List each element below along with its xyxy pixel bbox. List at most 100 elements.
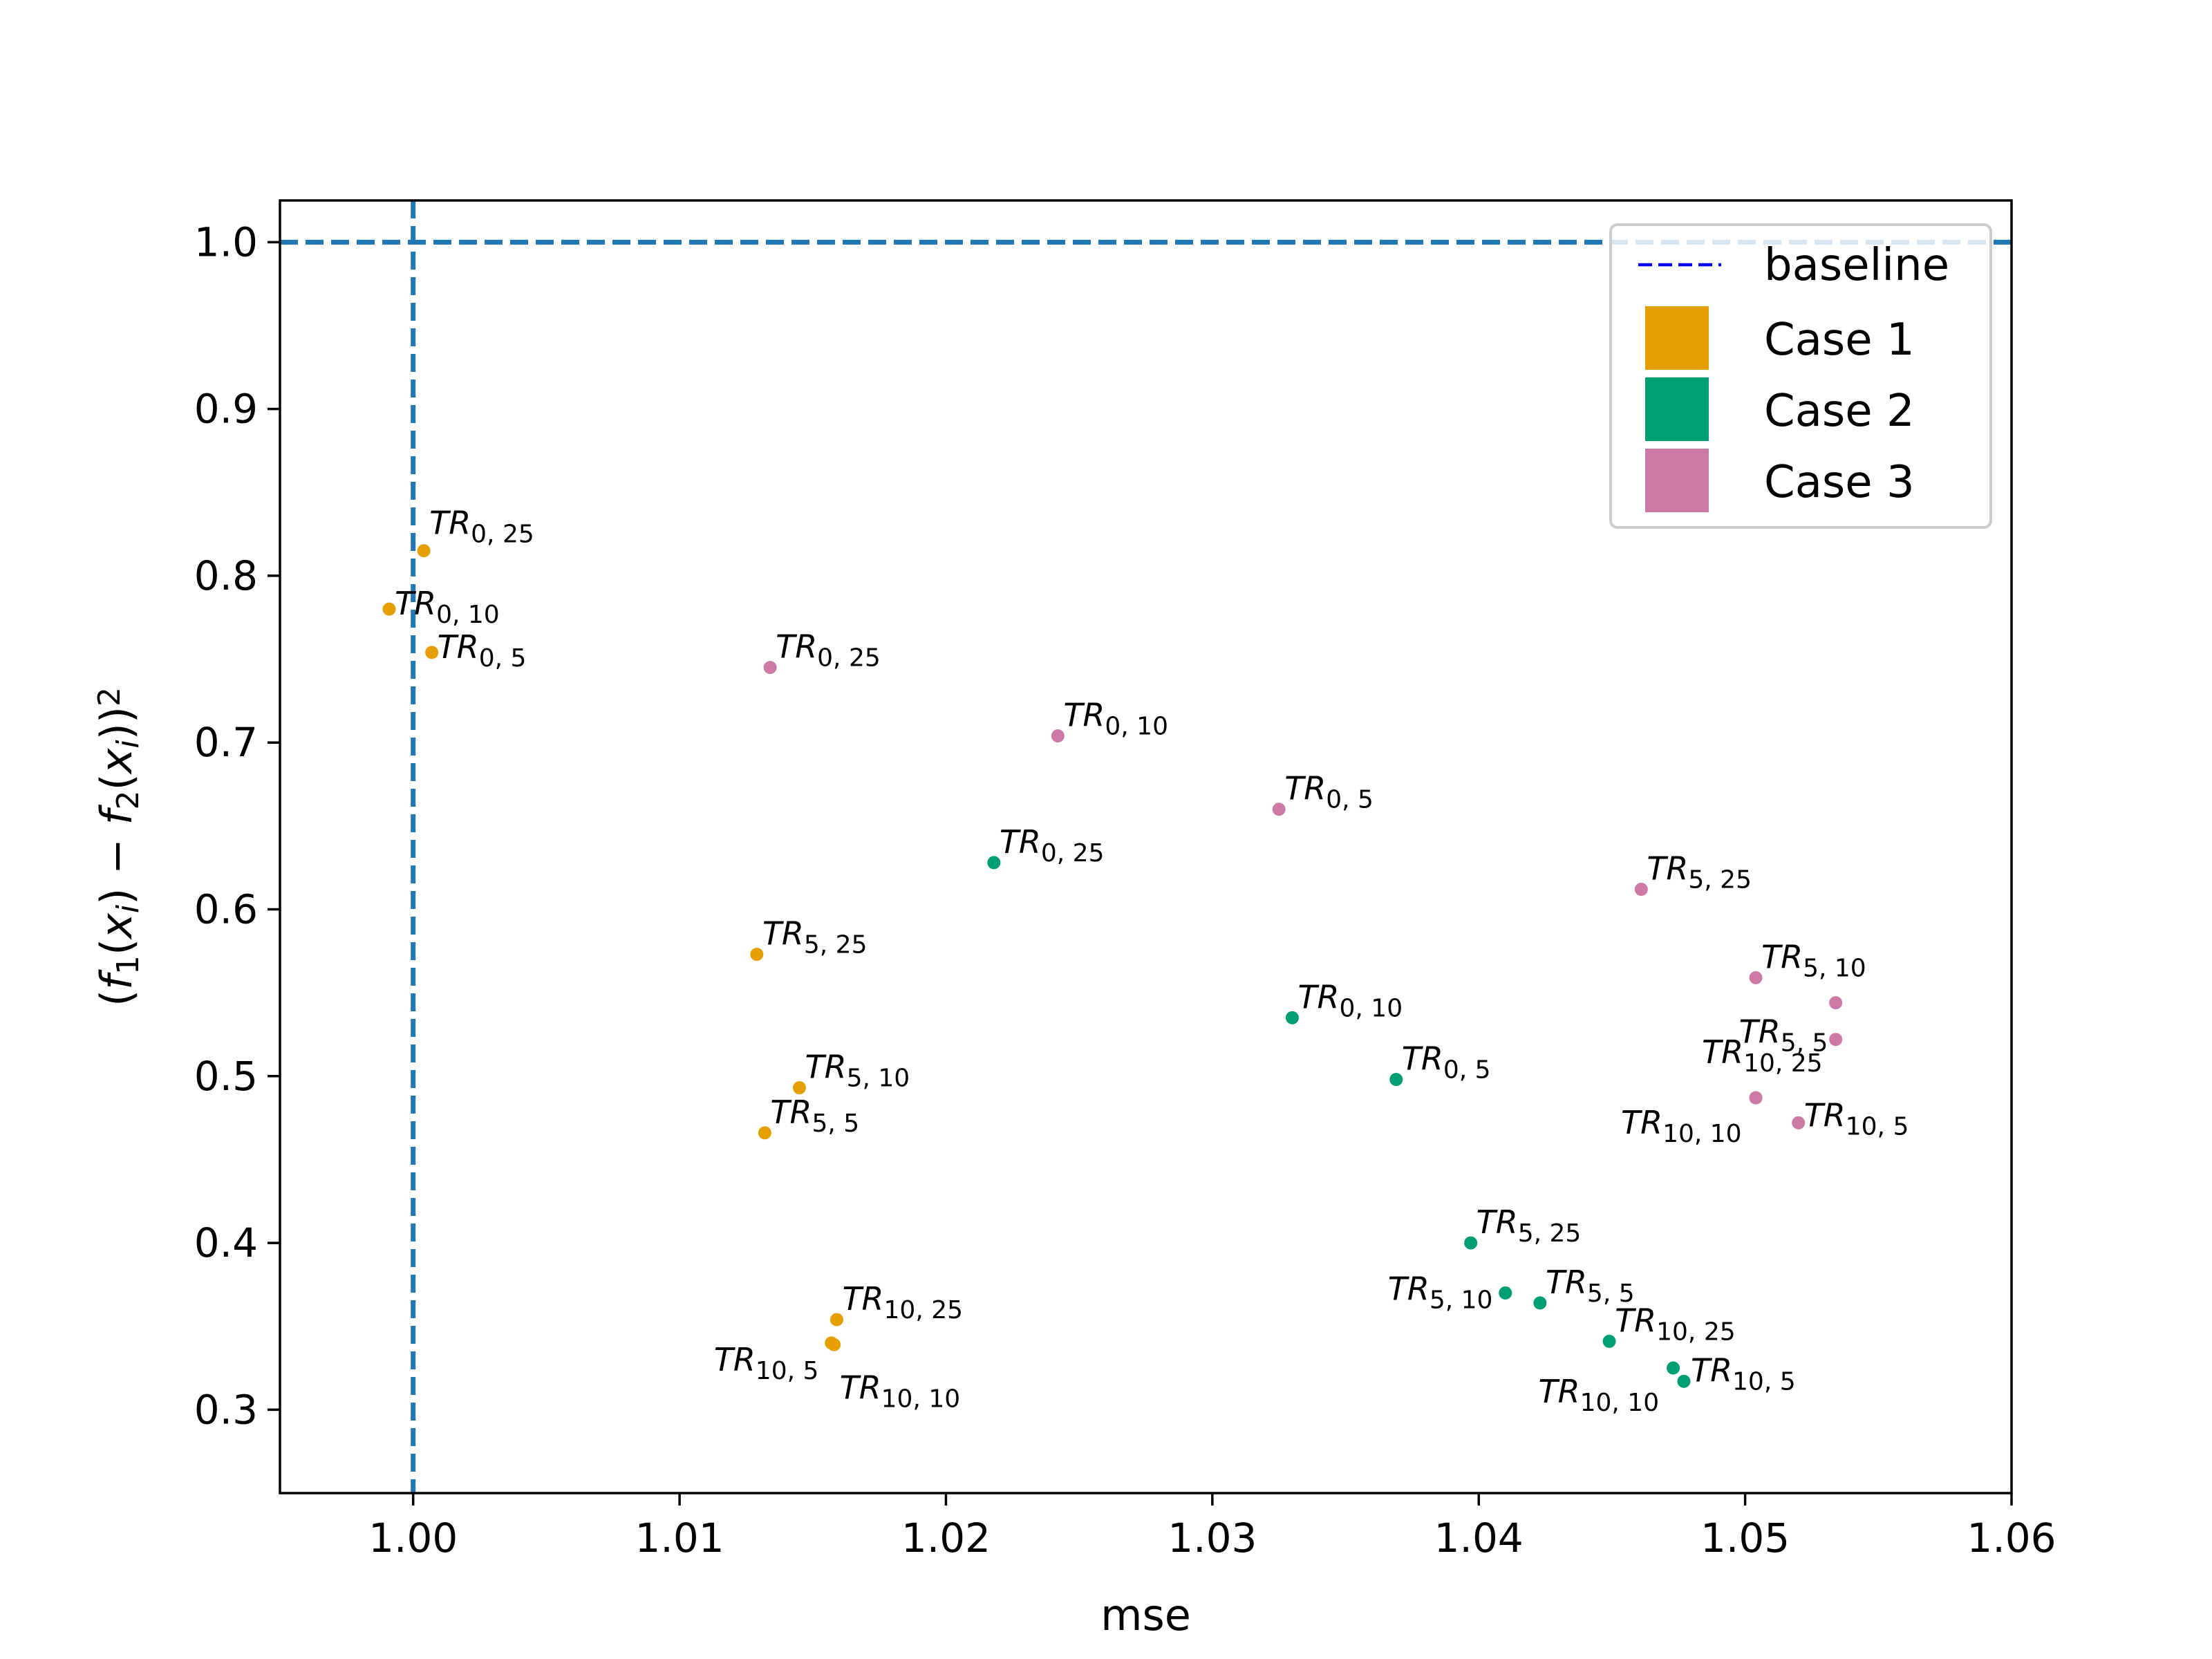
x-tick-label: 1.05 xyxy=(1700,1515,1790,1562)
y-axis-title-part: i xyxy=(111,740,146,749)
legend-label-case2: Case 2 xyxy=(1764,386,1915,437)
point-label: TR0, 5 xyxy=(1402,1040,1491,1085)
x-tick-label: 1.06 xyxy=(1967,1515,2056,1562)
point-label-subscript: 10, 25 xyxy=(1656,1318,1736,1346)
y-axis-title-part: )) xyxy=(91,706,142,740)
point-label: TR10, 10 xyxy=(840,1369,961,1413)
point-case1-6 xyxy=(758,1126,771,1140)
point-label-main: TR xyxy=(1000,823,1041,861)
y-tick-label: 1.0 xyxy=(194,218,258,265)
point-label-main: TR xyxy=(1284,770,1326,807)
point-case3-3 xyxy=(1272,803,1286,816)
point-label: TR0, 5 xyxy=(1284,770,1374,814)
point-label-main: TR xyxy=(805,1049,847,1086)
point-label-subscript: 5, 5 xyxy=(812,1109,859,1138)
point-label-subscript: 0, 10 xyxy=(1340,994,1403,1022)
point-label-main: TR xyxy=(395,585,436,622)
point-label-main: TR xyxy=(1761,938,1803,975)
point-label-subscript: 0, 10 xyxy=(436,601,500,629)
point-label: TR10, 25 xyxy=(1702,1033,1823,1078)
point-label-main: TR xyxy=(714,1341,756,1378)
point-label: TR0, 25 xyxy=(1000,823,1105,868)
point-label-main: TR xyxy=(1621,1104,1662,1141)
point-label: TR5, 5 xyxy=(1546,1264,1635,1308)
point-case3-7 xyxy=(1829,1033,1843,1047)
point-label-main: TR xyxy=(842,1280,883,1318)
point-label-main: TR xyxy=(1615,1302,1656,1339)
point-label-subscript: 0, 5 xyxy=(1443,1056,1491,1085)
point-label: TR0, 25 xyxy=(776,628,881,673)
point-label-main: TR xyxy=(1647,850,1688,888)
point-label-subscript: 5, 10 xyxy=(847,1065,910,1093)
point-label-subscript: 10, 5 xyxy=(1732,1367,1796,1396)
point-label-main: TR xyxy=(1539,1373,1580,1410)
point-label: TR5, 10 xyxy=(1761,938,1866,982)
point-case2-6 xyxy=(1533,1296,1547,1310)
point-label: TR5, 5 xyxy=(770,1094,859,1138)
x-tick-label: 1.01 xyxy=(635,1515,724,1562)
point-label-main: TR xyxy=(840,1369,881,1406)
y-axis-title: (f1(xi) − f2(xi))2 xyxy=(91,687,146,1006)
point-label: TR10, 10 xyxy=(1621,1104,1742,1148)
legend-swatch-case3 xyxy=(1645,449,1709,512)
point-label-main: TR xyxy=(770,1094,812,1131)
point-label-subscript: 0, 25 xyxy=(817,644,881,673)
point-case1-3 xyxy=(425,646,439,659)
point-label-subscript: 0, 10 xyxy=(1105,713,1168,741)
legend-swatch-case1 xyxy=(1645,306,1709,370)
point-label: TR10, 25 xyxy=(1615,1302,1736,1346)
y-axis-title-part: ( xyxy=(91,990,142,1006)
point-label: TR5, 25 xyxy=(762,915,868,959)
legend-label-case1: Case 1 xyxy=(1764,315,1915,366)
point-label-subscript: 0, 5 xyxy=(479,644,527,673)
point-label-main: TR xyxy=(1739,1013,1781,1051)
y-axis-title-part: ) − xyxy=(91,825,142,905)
point-label-subscript: 5, 25 xyxy=(1688,866,1752,894)
y-tick-label: 0.7 xyxy=(194,719,258,766)
point-label: TR10, 5 xyxy=(714,1341,819,1385)
point-case2-3 xyxy=(1389,1073,1403,1087)
point-label-main: TR xyxy=(438,628,479,666)
point-label: TR0, 10 xyxy=(1297,978,1403,1022)
point-label: TR10, 25 xyxy=(842,1280,963,1324)
point-case2-7 xyxy=(1602,1334,1616,1348)
point-label: TR5, 10 xyxy=(1388,1270,1493,1314)
point-label-subscript: 10, 5 xyxy=(756,1357,819,1385)
point-label: TR5, 25 xyxy=(1477,1203,1582,1248)
point-label-subscript: 5, 10 xyxy=(1803,954,1866,982)
point-label-subscript: 5, 10 xyxy=(1430,1286,1493,1314)
point-label-main: TR xyxy=(1402,1040,1443,1078)
point-label: TR5, 25 xyxy=(1647,850,1752,894)
point-label-main: TR xyxy=(1477,1203,1518,1241)
y-axis: 0.3 0.4 0.5 0.6 0.7 0.8 0.9 1.0 xyxy=(194,218,280,1433)
point-label-subscript: 5, 5 xyxy=(1587,1280,1635,1308)
y-axis-title-text: (f1(xi) − f2(xi))2 xyxy=(91,687,146,1006)
x-axis-title: mse xyxy=(1100,1590,1191,1640)
point-label-main: TR xyxy=(1546,1264,1587,1301)
x-tick-label: 1.03 xyxy=(1168,1515,1257,1562)
legend-swatch-case2 xyxy=(1645,377,1709,441)
point-case2-5 xyxy=(1499,1286,1512,1300)
legend-baseline-label: baseline xyxy=(1764,240,1949,291)
point-label-subscript: 10, 5 xyxy=(1846,1112,1909,1141)
x-tick-label: 1.04 xyxy=(1434,1515,1524,1562)
y-tick-label: 0.4 xyxy=(194,1219,258,1266)
point-label-subscript: 5, 25 xyxy=(804,931,868,959)
point-label-subscript: 10, 25 xyxy=(884,1296,964,1324)
point-label-subscript: 5, 5 xyxy=(1781,1029,1828,1058)
y-tick-label: 0.3 xyxy=(194,1386,258,1433)
y-axis-title-part: 2 xyxy=(92,687,127,706)
y-tick-label: 0.8 xyxy=(194,552,258,599)
point-label-subscript: 10, 10 xyxy=(1580,1389,1660,1417)
y-axis-title-part: x xyxy=(91,912,142,940)
x-tick-label: 1.00 xyxy=(368,1515,458,1562)
point-label-subscript: 10, 25 xyxy=(1743,1049,1823,1078)
point-label-main: TR xyxy=(1804,1096,1846,1134)
x-tick-label: 1.02 xyxy=(901,1515,991,1562)
point-label: TR5, 5 xyxy=(1739,1013,1828,1058)
point-case2-4 xyxy=(1464,1236,1478,1250)
legend-label-case3: Case 3 xyxy=(1764,457,1915,508)
point-case3-6 xyxy=(1829,996,1843,1010)
point-case1-7 xyxy=(830,1313,843,1327)
